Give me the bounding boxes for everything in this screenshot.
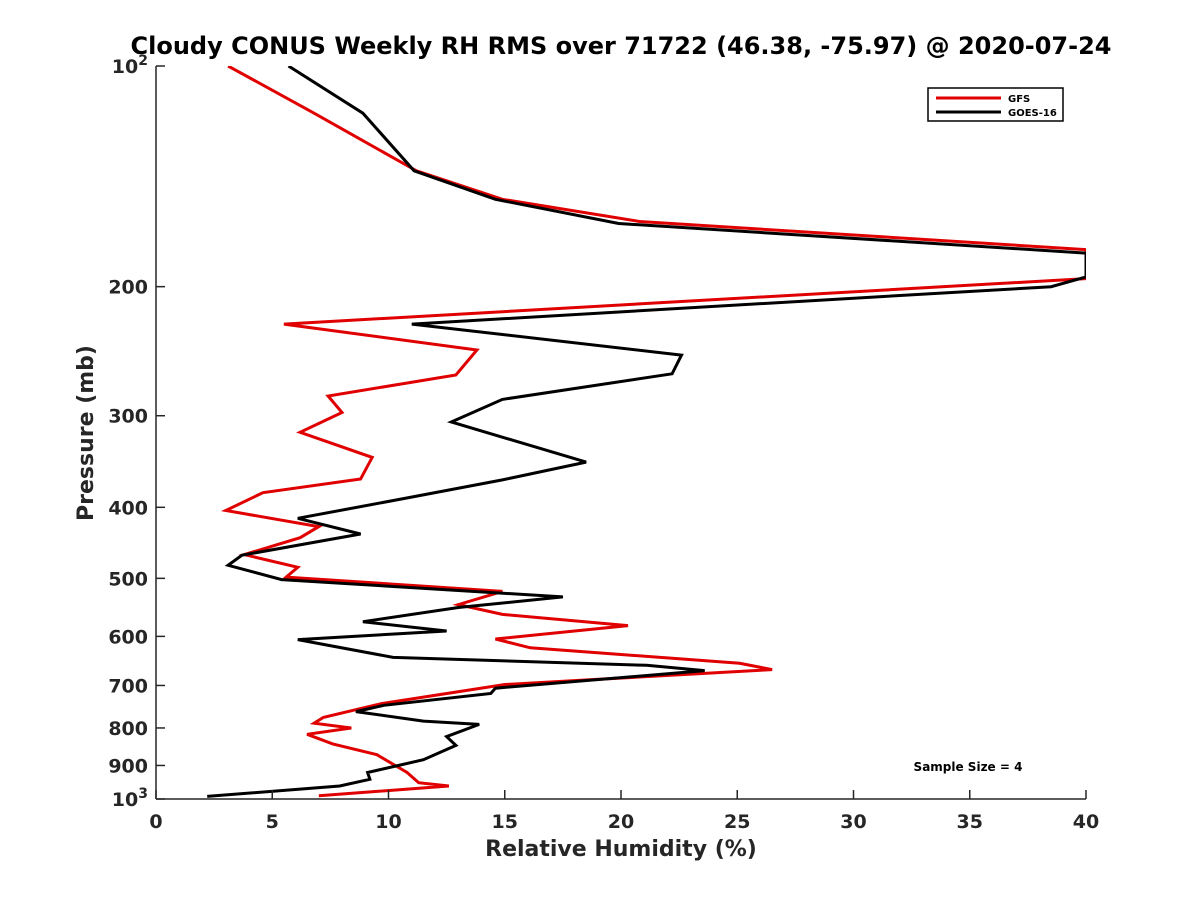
y-tick-label: 900 [108,755,148,777]
y-tick-label: 200 [108,277,148,299]
axes-layer: 0 5 10 15 20 25 30 35 40 102 200 300 400 500 600 700 800… [108,53,1099,833]
x-tick-label: 35 [957,811,983,833]
y-tick-label: 300 [108,406,148,428]
x-tick-label: 40 [1073,811,1099,833]
x-tick-label: 30 [840,811,866,833]
series-line-goes-16 [207,66,1086,798]
legend: GFS GOES-16 [927,87,1064,122]
y-tick-label: 600 [108,626,148,648]
x-tick-label: 5 [266,811,279,833]
x-tick-label: 10 [375,811,401,833]
series-layer [207,66,1086,798]
x-tick-label: 25 [724,811,750,833]
x-tick-label: 15 [492,811,518,833]
legend-box [927,87,1064,122]
sample-size-annotation: Sample Size = 4 [914,760,1023,774]
chart-title: Cloudy CONUS Weekly RH RMS over 71722 (4… [131,32,1112,60]
x-tick-label: 0 [149,811,162,833]
y-tick-label: 400 [108,497,148,519]
y-tick-label: 700 [108,675,148,697]
y-axis-label: Pressure (mb) [74,345,99,521]
y-tick-label: 500 [108,568,148,590]
y-tick-label: 800 [108,718,148,740]
y-tick-label: 103 [112,786,148,811]
x-axis-label: Relative Humidity (%) [485,837,757,862]
y-tick-label: 102 [112,53,148,78]
legend-label: GOES-16 [1008,108,1057,119]
legend-label: GFS [1008,94,1030,105]
x-tick-label: 20 [608,811,634,833]
series-line-gfs [220,66,1086,798]
